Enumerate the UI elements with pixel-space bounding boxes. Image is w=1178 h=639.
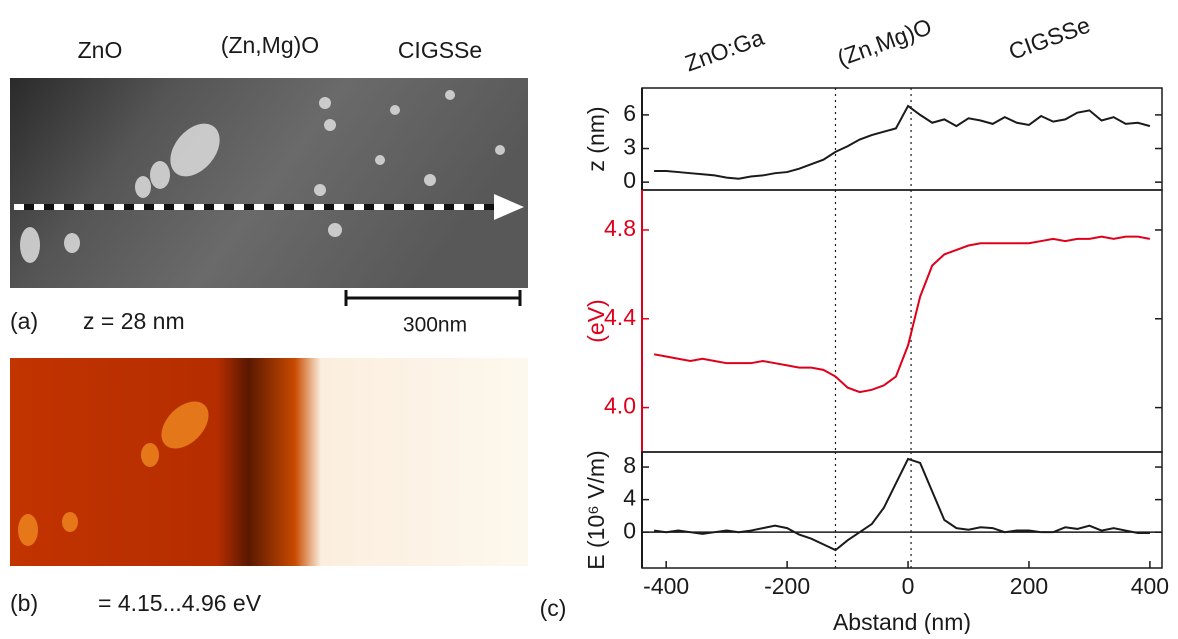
y-tick-label: 4.4 — [604, 304, 636, 330]
plot-frame — [641, 87, 1163, 191]
panel-label: (b) — [10, 590, 38, 616]
data-line — [653, 235, 1151, 394]
y-tick-label: 3 — [623, 134, 636, 160]
data-line — [654, 104, 1151, 180]
y-tick-label: 8 — [623, 452, 636, 478]
panel-label: (a) — [10, 308, 38, 334]
x-tick-label: 0 — [902, 573, 915, 599]
caption: = 4.15...4.96 eV — [98, 590, 262, 616]
region-label: CIGSSe — [1005, 12, 1093, 65]
y-axis-label: (eV) — [583, 299, 609, 342]
arrow-head — [494, 194, 524, 220]
x-tick-label: -200 — [764, 573, 810, 599]
y-axis-label: E (10⁶ V/m) — [583, 450, 609, 569]
y-tick-label: 4.0 — [604, 393, 636, 419]
y-tick-label: 4.8 — [604, 215, 636, 241]
x-axis-label: Abstand (nm) — [833, 609, 971, 634]
y-tick-label: 0 — [623, 517, 636, 543]
x-tick-label: 400 — [1131, 573, 1169, 599]
caption: z = 28 nm — [83, 308, 185, 334]
region-label: CIGSSe — [398, 37, 482, 63]
afm-image — [10, 78, 528, 288]
y-tick-label: 0 — [623, 167, 636, 193]
scale-label: 300nm — [403, 314, 467, 337]
region-label: (Zn,Mg)O — [834, 13, 935, 71]
y-axis-label: z (nm) — [583, 106, 609, 171]
y-tick-label: 6 — [623, 100, 636, 126]
kpfm-image — [10, 358, 528, 566]
data-line — [653, 457, 1150, 552]
region-label: ZnO — [78, 37, 123, 63]
region-label: ZnO:Ga — [681, 24, 767, 76]
region-label: (Zn,Mg)O — [221, 32, 319, 58]
x-tick-label: -400 — [643, 573, 689, 599]
panel-label: (c) — [540, 595, 567, 621]
kpfm-features — [18, 401, 209, 546]
plot-frame — [641, 189, 1163, 453]
y-tick-label: 4 — [623, 485, 636, 511]
afm-particles — [20, 90, 505, 263]
x-tick-label: 200 — [1010, 573, 1048, 599]
